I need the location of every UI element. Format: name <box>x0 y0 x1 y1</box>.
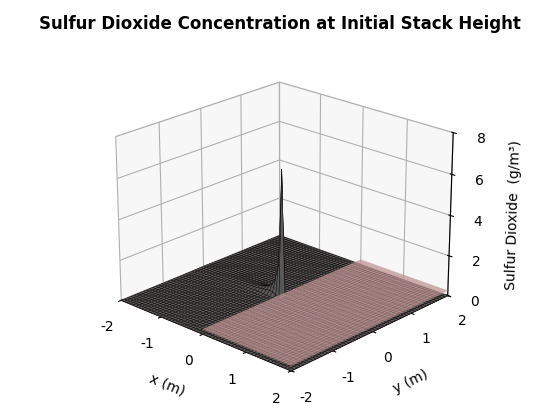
Title: Sulfur Dioxide Concentration at Initial Stack Height: Sulfur Dioxide Concentration at Initial … <box>39 15 521 33</box>
X-axis label: x (m): x (m) <box>147 372 186 399</box>
Y-axis label: y (m): y (m) <box>391 367 431 396</box>
